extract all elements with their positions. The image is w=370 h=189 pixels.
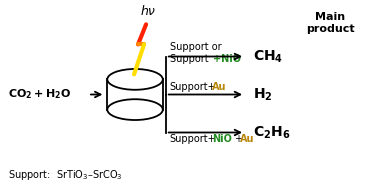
Ellipse shape	[107, 99, 163, 120]
Text: Support+: Support+	[170, 81, 216, 91]
Text: Main: Main	[315, 12, 345, 22]
Text: Support or: Support or	[170, 42, 221, 51]
Text: Au: Au	[212, 81, 226, 91]
Ellipse shape	[107, 69, 163, 90]
Text: +NiO: +NiO	[213, 54, 241, 64]
Text: $\mathbf{C_2H_6}$: $\mathbf{C_2H_6}$	[253, 124, 290, 141]
Text: +: +	[234, 135, 242, 145]
Text: $\mathbf{CH_4}$: $\mathbf{CH_4}$	[253, 48, 283, 65]
Text: hν: hν	[141, 5, 155, 18]
Text: NiO: NiO	[212, 135, 232, 145]
Text: Au: Au	[240, 135, 254, 145]
Text: Support+: Support+	[170, 135, 216, 145]
Text: product: product	[306, 24, 354, 34]
Text: $\mathbf{CO_2 + H_2O}$: $\mathbf{CO_2 + H_2O}$	[8, 88, 71, 101]
Text: Support:  SrTiO$_3$–SrCO$_3$: Support: SrTiO$_3$–SrCO$_3$	[8, 168, 123, 182]
Bar	[107, 79, 163, 110]
Text: Support: Support	[170, 54, 212, 64]
Text: $\mathbf{H_2}$: $\mathbf{H_2}$	[253, 86, 273, 103]
